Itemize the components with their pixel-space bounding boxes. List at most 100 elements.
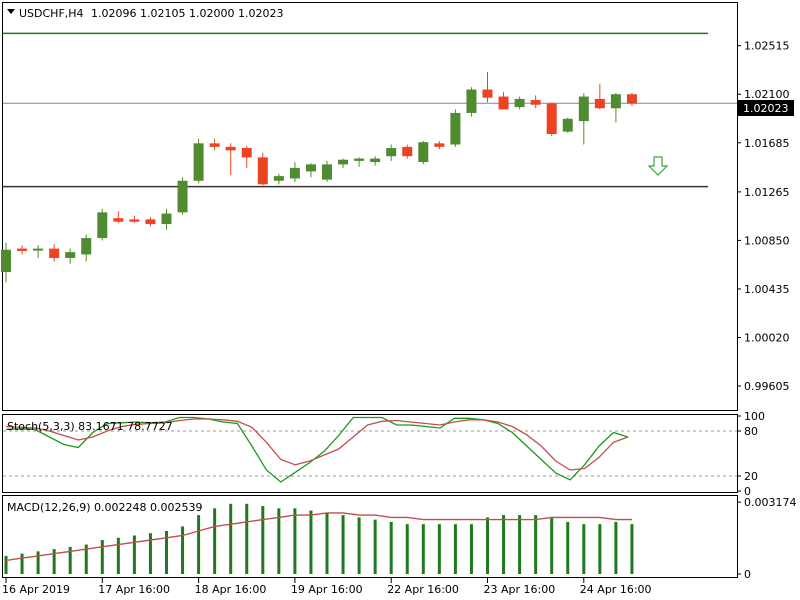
macd-histogram-bar (453, 524, 457, 574)
x-tick-label: 19 Apr 16:00 (291, 583, 363, 596)
stoch-label: Stoch(5,3,3) 83.1671 78.7727 (7, 420, 173, 433)
macd-histogram-bar (4, 555, 8, 574)
candle-body (386, 148, 397, 157)
macd-histogram-bar (405, 524, 409, 574)
macd-histogram-bar (389, 521, 393, 574)
macd-histogram-bar (36, 551, 40, 574)
y-tick-label: 1.02100 (744, 88, 790, 101)
candle-body (514, 98, 525, 108)
macd-histogram-bar (534, 515, 538, 574)
macd-histogram-bar (437, 524, 441, 574)
candle-body (626, 94, 637, 104)
candle-body (273, 176, 284, 181)
stoch-main-line (5, 416, 629, 483)
macd-histogram-bar (229, 503, 233, 574)
macd-histogram-bar (148, 533, 152, 574)
candle-body (289, 167, 300, 179)
candle-body (257, 157, 268, 185)
candle-body (434, 143, 445, 147)
candle-body (322, 164, 332, 180)
candle-body (370, 158, 381, 163)
candle-body (450, 112, 461, 145)
stoch-y-tick-label: 80 (744, 425, 758, 438)
y-tick-label: 1.01685 (744, 137, 790, 150)
macd-histogram-bar (614, 521, 618, 574)
macd-histogram-bar (100, 540, 104, 574)
macd-panel-frame (2, 495, 738, 578)
candle-body (161, 213, 172, 225)
candle-body (129, 219, 140, 222)
chevron-down-icon[interactable] (7, 9, 15, 14)
candle-body (305, 164, 316, 172)
candle-body (17, 248, 28, 251)
stoch-layer (3, 416, 737, 483)
macd-y-tick-label: 0.003174 (744, 496, 797, 509)
candle-body (209, 143, 220, 147)
candle-body (482, 89, 493, 98)
macd-histogram-bar (165, 530, 168, 574)
macd-y-tick-label: 0 (744, 568, 751, 581)
macd-layer (4, 503, 634, 574)
stoch-panel-frame (2, 414, 738, 493)
candle-body (546, 103, 557, 134)
candle-body (402, 146, 413, 157)
y-tick-label: 1.02515 (744, 40, 790, 53)
ohlc-values: 1.02096 1.02105 1.02000 1.02023 (91, 7, 283, 20)
macd-histogram-bar (357, 517, 361, 574)
macd-histogram-bar (277, 508, 281, 574)
candle-body (418, 142, 429, 163)
price-panel-frame (2, 2, 738, 411)
down-arrow-icon (647, 156, 669, 176)
y-tick-label: 1.00435 (744, 283, 790, 296)
candle-body (578, 96, 589, 122)
macd-histogram-bar (213, 508, 217, 574)
x-tick-label: 18 Apr 16:00 (195, 583, 267, 596)
candle-body (49, 248, 60, 258)
candle-body (97, 212, 108, 239)
current-price-tag (738, 100, 794, 116)
macd-histogram-bar (309, 510, 313, 574)
macd-histogram-bar (84, 544, 88, 574)
macd-histogram-bar (486, 517, 489, 574)
price-layer (1, 32, 737, 283)
candle-body (225, 146, 236, 151)
macd-histogram-bar (582, 524, 586, 574)
macd-label: MACD(12,26,9) 0.002248 0.002539 (7, 501, 203, 514)
candle-body (530, 100, 541, 105)
y-tick-label: 1.00850 (744, 234, 790, 247)
candle-body (81, 238, 92, 255)
stoch-signal-line (5, 418, 629, 471)
x-tick-label: 16 Apr 2019 (2, 583, 70, 596)
candle-body (113, 218, 124, 222)
candle-body (145, 219, 156, 225)
macd-histogram-bar (550, 517, 554, 574)
macd-histogram-bar (421, 524, 425, 574)
stoch-y-tick-label: 20 (744, 470, 758, 483)
symbol-timeframe: USDCHF,H4 (19, 7, 84, 20)
candle-body (610, 94, 621, 109)
candle-body (241, 148, 252, 158)
stoch-y-tick-label: 100 (744, 410, 765, 423)
x-tick-label: 24 Apr 16:00 (580, 583, 652, 596)
stoch-y-tick-label: 0 (744, 485, 751, 498)
candle-body (466, 89, 477, 113)
macd-histogram-bar (197, 515, 201, 574)
macd-histogram-bar (502, 515, 506, 574)
macd-signal-line (5, 512, 632, 562)
macd-histogram-bar (181, 526, 185, 574)
candle-body (33, 248, 44, 251)
y-tick-label: 1.00020 (744, 331, 790, 344)
y-tick-label: 1.01265 (744, 186, 790, 199)
candle-body (177, 180, 188, 213)
candle-body (354, 158, 365, 161)
macd-histogram-bar (566, 521, 570, 574)
candle-body (562, 118, 573, 132)
x-tick-label: 17 Apr 16:00 (98, 583, 170, 596)
y-tick-label: 0.99605 (744, 380, 790, 393)
x-tick-label: 22 Apr 16:00 (387, 583, 459, 596)
macd-histogram-bar (373, 519, 377, 574)
macd-histogram-bar (598, 524, 602, 574)
candle-body (594, 98, 605, 109)
